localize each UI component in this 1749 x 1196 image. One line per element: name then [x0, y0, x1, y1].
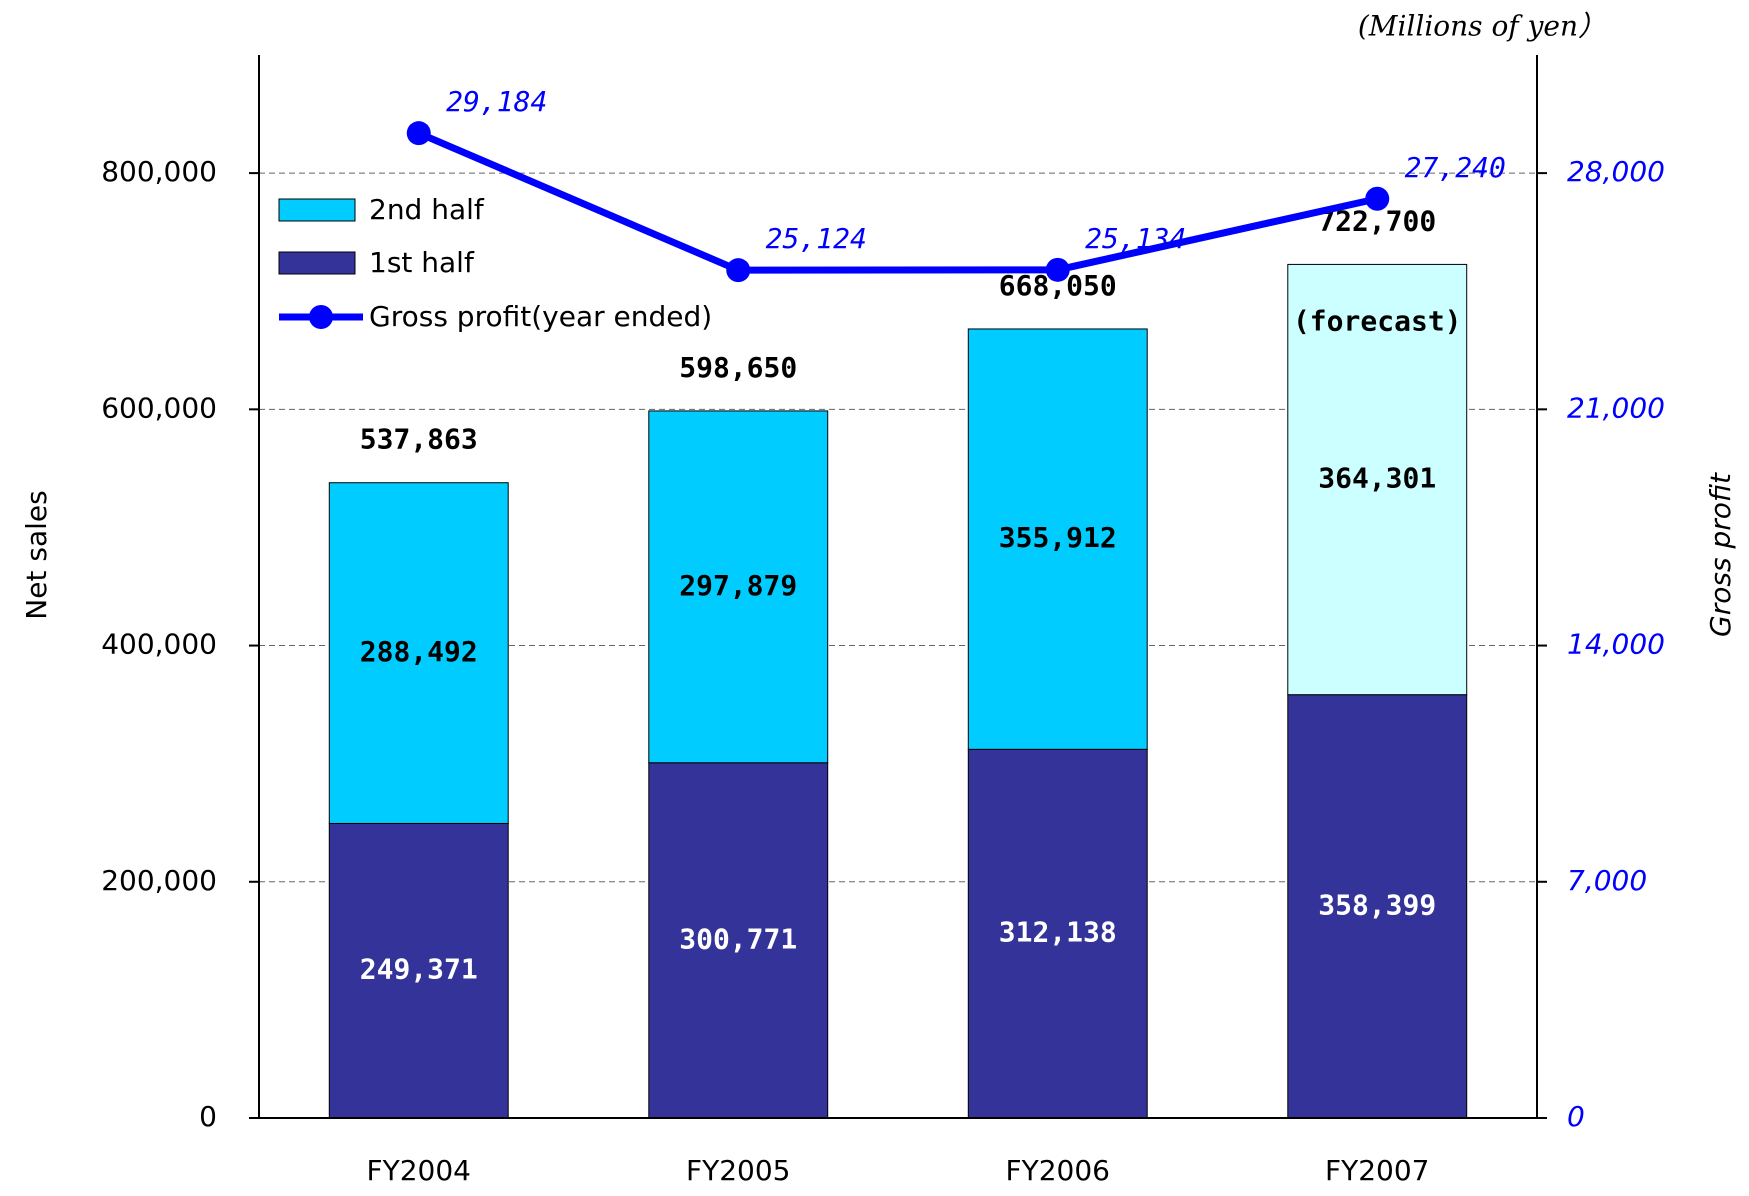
- y2-axis-label: Gross profit: [1704, 472, 1737, 637]
- y-tick-label: 200,000: [101, 864, 217, 897]
- bar-2nd-half: [328, 482, 509, 824]
- legend-label: 2nd half: [369, 193, 485, 226]
- bar-1st-half: [1287, 694, 1468, 1119]
- y2-tick-label: 14,000: [1567, 628, 1665, 661]
- gross-profit-line: [417, 129, 1379, 274]
- gross-profit-label: 25,134: [1085, 222, 1186, 255]
- y-tick-label: 400,000: [101, 628, 217, 661]
- y2-tick-label: 21,000: [1567, 391, 1665, 424]
- bar-1st-half: [648, 762, 829, 1119]
- gross-profit-marker: [406, 121, 431, 146]
- label-1st-half: 358,399: [1318, 888, 1436, 921]
- y2-tick-label: 28,000: [1567, 155, 1665, 188]
- unit-note: (Millions of yen）: [1358, 10, 1606, 43]
- label-1st-half: 300,771: [679, 922, 797, 955]
- y-tick-label: 800,000: [101, 155, 217, 188]
- gross-profit-label: 27,240: [1405, 151, 1506, 184]
- x-tick-label: FY2006: [1006, 1154, 1110, 1187]
- label-2nd-half: 364,301: [1318, 462, 1436, 495]
- gross-profit-label: 25,124: [766, 222, 867, 255]
- gross-profit-marker: [1045, 257, 1070, 282]
- total-label: 537,863: [360, 423, 478, 456]
- y2-tick-label: 0: [1567, 1100, 1585, 1133]
- total-label: 598,650: [679, 351, 797, 384]
- bar-2nd-half: [1287, 263, 1468, 696]
- x-tick-label: FY2004: [367, 1154, 471, 1187]
- legend-label: Gross profit(year ended): [369, 300, 712, 333]
- label-2nd-half: 297,879: [679, 569, 797, 602]
- y-axis-label: Net sales: [20, 490, 53, 619]
- legend-swatch: [309, 305, 333, 329]
- label-1st-half: 249,371: [360, 953, 478, 986]
- bar-1st-half: [967, 748, 1148, 1119]
- x-tick-label: FY2007: [1325, 1154, 1429, 1187]
- x-tick-label: FY2005: [686, 1154, 790, 1187]
- gross-profit-marker: [1365, 186, 1390, 211]
- y-tick-label: 600,000: [101, 391, 217, 424]
- legend-swatch: [278, 251, 356, 275]
- forecast-label: (forecast): [1293, 304, 1462, 337]
- gross-profit-label: 29,184: [446, 85, 547, 118]
- label-1st-half: 312,138: [999, 916, 1117, 949]
- label-2nd-half: 288,492: [360, 635, 478, 668]
- bar-1st-half: [328, 822, 509, 1119]
- y-tick-label: 0: [199, 1100, 217, 1133]
- gross-profit-marker: [726, 258, 751, 283]
- label-2nd-half: 355,912: [999, 521, 1117, 554]
- bar-2nd-half: [967, 328, 1148, 750]
- y2-tick-label: 7,000: [1567, 864, 1647, 897]
- bar-2nd-half: [648, 410, 829, 764]
- legend-label: 1st half: [369, 246, 475, 279]
- legend-swatch: [278, 198, 356, 222]
